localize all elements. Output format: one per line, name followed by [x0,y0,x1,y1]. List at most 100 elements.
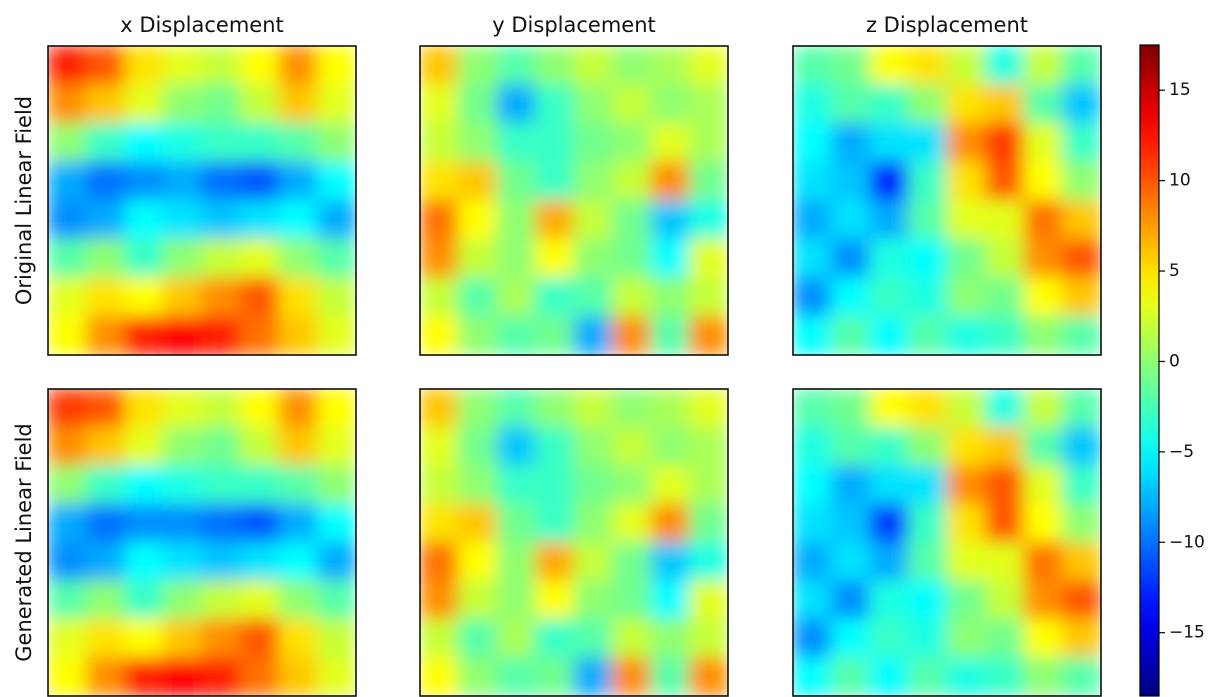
heatmap-cell [1024,427,1064,466]
heatmap-cell [420,389,460,428]
heatmap-cell [535,123,575,163]
heatmap-cell [86,84,126,124]
heatmap-cell [420,542,460,581]
heatmap-cell [535,84,575,124]
heatmap-cell [202,84,242,124]
heatmap-cell [831,580,871,619]
heatmap-cell [793,389,833,428]
heatmap-cell [689,504,729,543]
heatmap-cell [793,277,833,317]
heatmap-cell [163,657,203,696]
heatmap-panel [48,46,357,356]
heatmap-cell [48,657,88,696]
row-title: Original Linear Field [12,96,36,305]
heatmap-cell [947,84,987,124]
heatmap-cell [689,542,729,581]
heatmap-cell [985,580,1025,619]
heatmap-cell [279,504,319,543]
heatmap-cell [985,239,1025,279]
heatmap-cell [908,46,948,86]
heatmap-cell [125,123,165,163]
heatmap-cell [86,504,126,543]
heatmap-cell [240,200,280,240]
colorbar-tick-label: 10 [1169,171,1191,191]
heatmap-cell [317,580,357,619]
colorbar-tick-label: −15 [1169,623,1205,643]
heatmap-cell [574,580,614,619]
row-title: Generated Linear Field [12,423,36,662]
heatmap-cell [574,427,614,466]
heatmap-cell [420,504,460,543]
heatmap-cell [163,84,203,124]
heatmap-cell [947,123,987,163]
heatmap-cell [125,239,165,279]
heatmap-cell [1024,239,1064,279]
heatmap-cell [870,542,910,581]
heatmap-cell [831,504,871,543]
heatmap-cell [202,123,242,163]
heatmap-cell [1024,542,1064,581]
heatmap-cell [574,619,614,658]
heatmap-cell [535,239,575,279]
heatmap-cell [908,504,948,543]
heatmap-cell [793,580,833,619]
heatmap-cell [48,389,88,428]
heatmap-cell [947,427,987,466]
heatmap-cell [1062,200,1102,240]
heatmap-cell [317,239,357,279]
heatmap-cell [612,542,652,581]
heatmap-cell [86,316,126,356]
heatmap-cell [1062,580,1102,619]
heatmap-cells [48,389,357,697]
heatmap-cell [125,657,165,696]
heatmap-cell [612,161,652,201]
heatmap-cell [458,46,498,86]
heatmap-cell [612,427,652,466]
heatmap-cell [458,542,498,581]
heatmap-cell [86,427,126,466]
heatmap-cell [1062,389,1102,428]
heatmap-cell [86,46,126,86]
heatmap-cell [947,619,987,658]
heatmap-cell [831,465,871,504]
heatmap-cell [458,619,498,658]
heatmap-cell [458,123,498,163]
heatmap-cell [279,46,319,86]
heatmap-cell [535,504,575,543]
heatmap-cell [86,200,126,240]
heatmap-cell [317,200,357,240]
heatmap-cell [535,200,575,240]
heatmap-cell [240,239,280,279]
heatmap-cell [240,316,280,356]
heatmap-cell [497,239,537,279]
heatmap-cell [831,46,871,86]
heatmap-cell [163,619,203,658]
heatmap-cell [48,316,88,356]
heatmap-cell [163,542,203,581]
heatmap-cell [458,427,498,466]
heatmap-cell [240,123,280,163]
heatmap-cell [1062,657,1102,696]
heatmap-cell [48,504,88,543]
heatmap-cell [317,316,357,356]
heatmap-cell [420,200,460,240]
heatmap-cell [793,316,833,356]
heatmap-cell [574,46,614,86]
heatmap-cell [689,84,729,124]
heatmap-cell [240,619,280,658]
heatmap-cell [831,123,871,163]
heatmap-cell [497,316,537,356]
heatmap-cell [240,465,280,504]
heatmap-cell [458,84,498,124]
column-title: z Displacement [866,13,1028,37]
heatmap-cell [574,542,614,581]
heatmap-cell [947,465,987,504]
heatmap-cell [317,84,357,124]
heatmap-cell [793,161,833,201]
heatmap-cell [793,427,833,466]
heatmap-cell [202,542,242,581]
heatmap-cell [870,657,910,696]
heatmap-cell [985,316,1025,356]
heatmap-cell [1062,619,1102,658]
heatmap-cell [574,316,614,356]
